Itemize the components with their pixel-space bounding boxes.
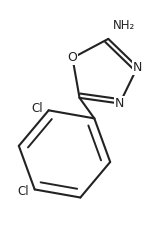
Text: NH₂: NH₂ bbox=[113, 19, 135, 32]
Text: N: N bbox=[133, 61, 142, 74]
Text: O: O bbox=[68, 51, 77, 64]
Text: Cl: Cl bbox=[31, 102, 43, 115]
Text: N: N bbox=[115, 97, 124, 110]
Text: Cl: Cl bbox=[17, 185, 29, 198]
